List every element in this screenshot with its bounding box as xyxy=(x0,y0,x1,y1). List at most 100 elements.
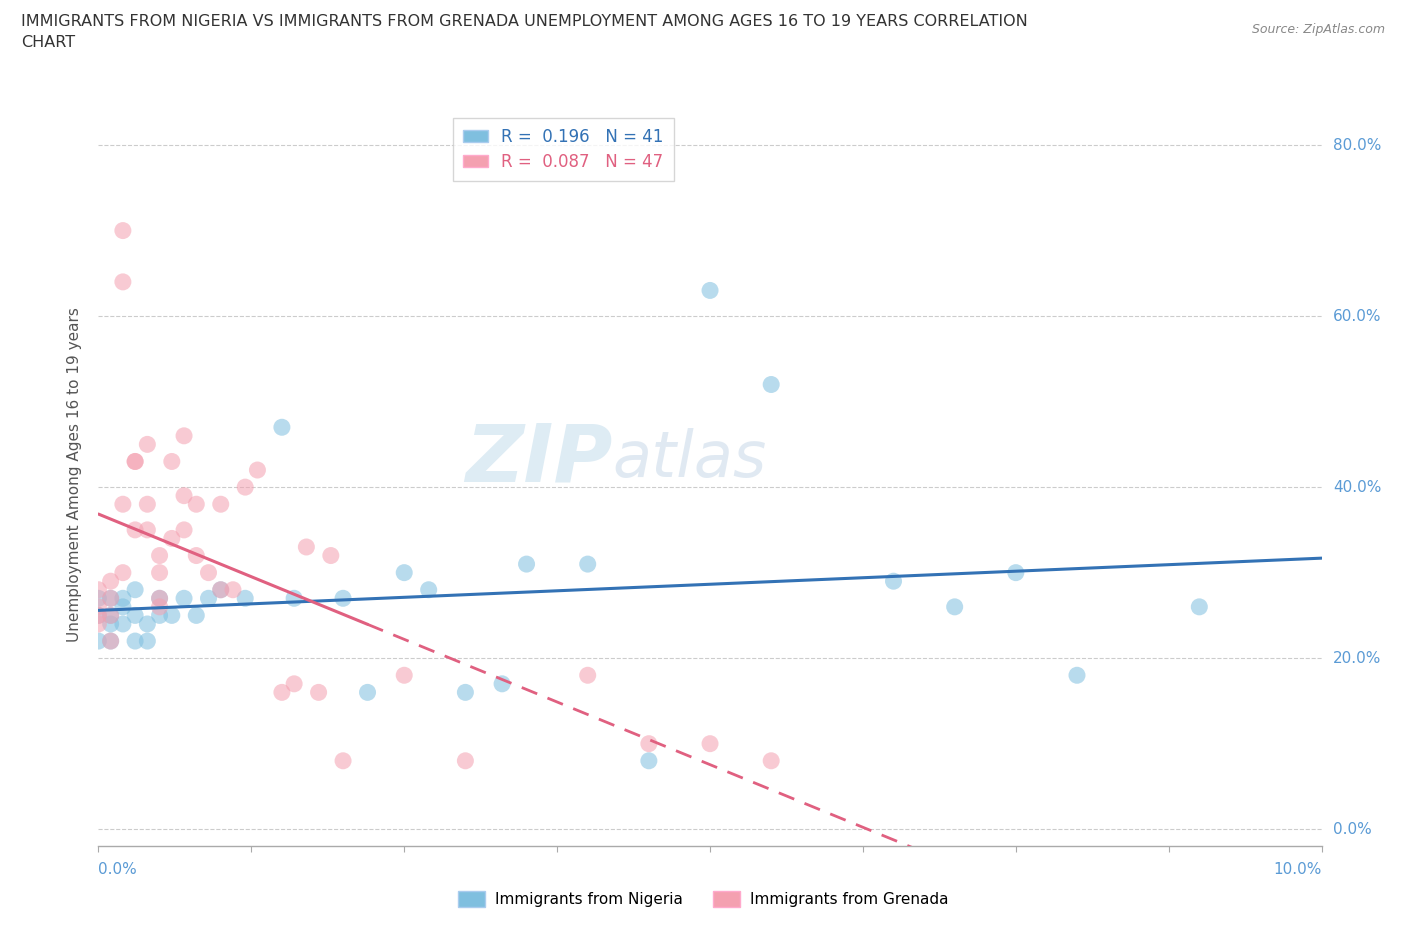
Point xyxy=(392,565,416,580)
Text: CHART: CHART xyxy=(21,35,75,50)
Point xyxy=(149,591,172,605)
Point xyxy=(173,523,195,538)
Text: atlas: atlas xyxy=(612,429,766,490)
Point xyxy=(943,600,966,615)
Text: 60.0%: 60.0% xyxy=(1333,309,1381,324)
Point xyxy=(270,684,292,699)
Point xyxy=(637,753,661,768)
Point xyxy=(637,737,661,751)
Point xyxy=(136,617,159,631)
Point xyxy=(149,548,172,563)
Legend: R =  0.196   N = 41, R =  0.087   N = 47: R = 0.196 N = 41, R = 0.087 N = 47 xyxy=(453,118,673,180)
Point xyxy=(160,608,183,623)
Point xyxy=(111,600,134,615)
Point xyxy=(149,608,172,623)
Point xyxy=(124,608,146,623)
Point xyxy=(111,617,134,631)
Point xyxy=(233,591,256,605)
Text: Source: ZipAtlas.com: Source: ZipAtlas.com xyxy=(1251,23,1385,36)
Point xyxy=(87,633,110,648)
Point xyxy=(87,600,110,615)
Point xyxy=(100,633,122,648)
Point xyxy=(149,591,172,605)
Point xyxy=(319,548,342,563)
Point xyxy=(87,591,110,605)
Text: 0.0%: 0.0% xyxy=(98,862,138,877)
Point xyxy=(100,608,122,623)
Point xyxy=(246,462,269,477)
Point xyxy=(87,608,110,623)
Point xyxy=(124,454,146,469)
Point xyxy=(1004,565,1026,580)
Point xyxy=(759,753,782,768)
Legend: Immigrants from Nigeria, Immigrants from Grenada: Immigrants from Nigeria, Immigrants from… xyxy=(451,884,955,913)
Point xyxy=(699,283,721,298)
Point xyxy=(883,574,905,589)
Point xyxy=(759,377,782,392)
Point xyxy=(699,737,721,751)
Point xyxy=(186,497,208,512)
Text: IMMIGRANTS FROM NIGERIA VS IMMIGRANTS FROM GRENADA UNEMPLOYMENT AMONG AGES 16 TO: IMMIGRANTS FROM NIGERIA VS IMMIGRANTS FR… xyxy=(21,14,1028,29)
Text: 10.0%: 10.0% xyxy=(1274,862,1322,877)
Point xyxy=(87,617,110,631)
Point xyxy=(100,617,122,631)
Point xyxy=(111,565,134,580)
Point xyxy=(491,676,513,691)
Point xyxy=(136,523,159,538)
Point xyxy=(173,488,195,503)
Point xyxy=(124,582,146,597)
Point xyxy=(100,608,122,623)
Point xyxy=(160,454,183,469)
Point xyxy=(100,574,122,589)
Point xyxy=(576,668,599,683)
Point xyxy=(124,523,146,538)
Point xyxy=(111,591,134,605)
Point xyxy=(516,557,538,572)
Point xyxy=(576,557,599,572)
Point xyxy=(454,684,477,699)
Point xyxy=(186,548,208,563)
Point xyxy=(1066,668,1088,683)
Point xyxy=(197,565,219,580)
Point xyxy=(332,753,354,768)
Y-axis label: Unemployment Among Ages 16 to 19 years: Unemployment Among Ages 16 to 19 years xyxy=(67,307,83,642)
Point xyxy=(197,591,219,605)
Point xyxy=(1188,600,1211,615)
Point xyxy=(87,608,110,623)
Point xyxy=(100,591,122,605)
Text: 80.0%: 80.0% xyxy=(1333,138,1381,153)
Point xyxy=(173,429,195,444)
Point xyxy=(186,608,208,623)
Point xyxy=(233,480,256,495)
Point xyxy=(222,582,245,597)
Point xyxy=(283,676,305,691)
Point xyxy=(209,582,232,597)
Point xyxy=(124,454,146,469)
Point xyxy=(418,582,440,597)
Point xyxy=(111,497,134,512)
Point xyxy=(100,633,122,648)
Point xyxy=(454,753,477,768)
Text: 0.0%: 0.0% xyxy=(1333,822,1371,837)
Point xyxy=(209,497,232,512)
Point xyxy=(87,582,110,597)
Point xyxy=(356,684,378,699)
Point xyxy=(111,223,134,238)
Point xyxy=(136,633,159,648)
Point xyxy=(295,539,318,554)
Text: 40.0%: 40.0% xyxy=(1333,480,1381,495)
Point xyxy=(173,591,195,605)
Text: 20.0%: 20.0% xyxy=(1333,651,1381,666)
Point xyxy=(283,591,305,605)
Point xyxy=(392,668,416,683)
Point xyxy=(160,531,183,546)
Point xyxy=(332,591,354,605)
Point xyxy=(149,600,172,615)
Point xyxy=(136,497,159,512)
Point xyxy=(136,437,159,452)
Point xyxy=(100,591,122,605)
Point xyxy=(124,633,146,648)
Point xyxy=(111,274,134,289)
Point xyxy=(308,684,330,699)
Point xyxy=(149,565,172,580)
